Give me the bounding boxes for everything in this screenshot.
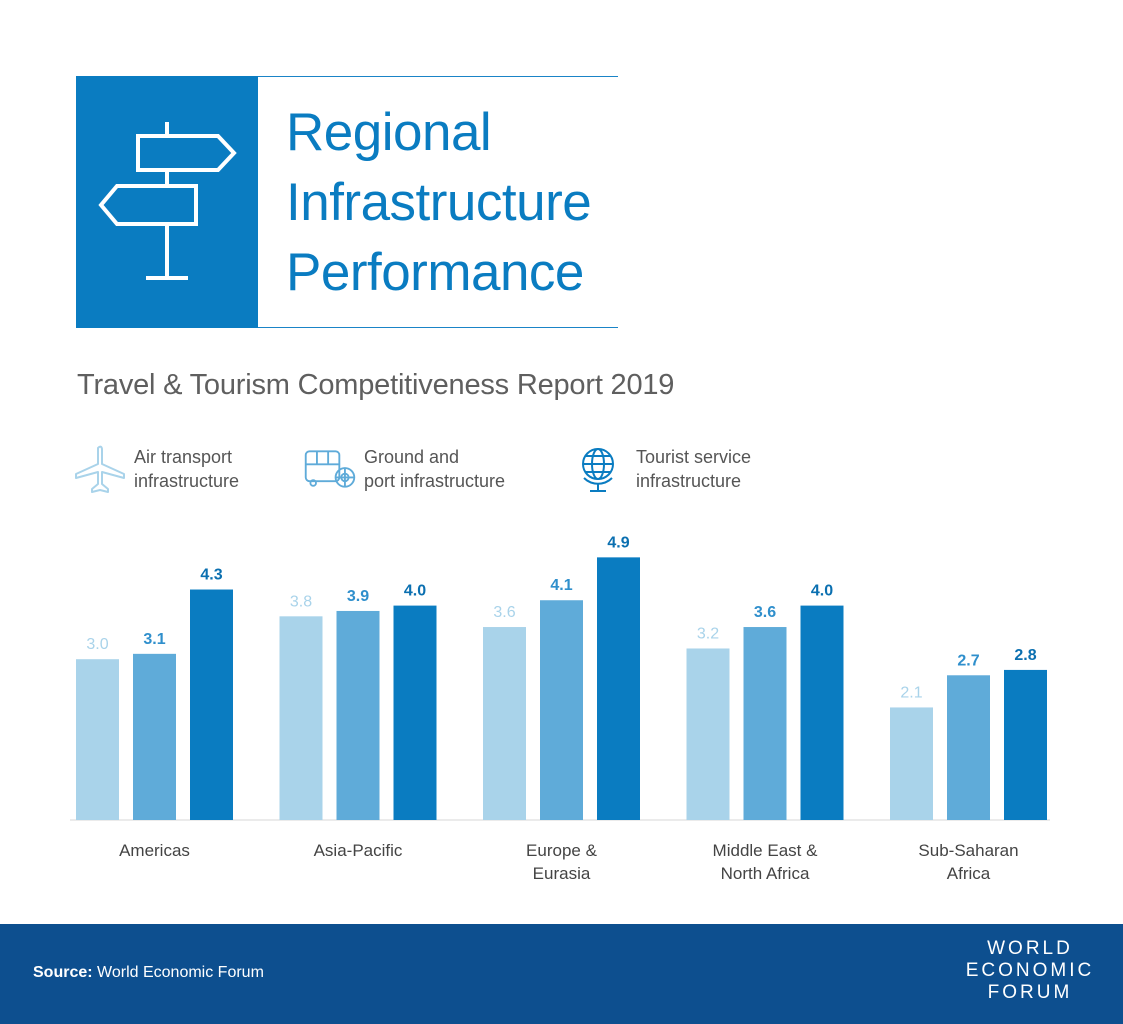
bar-value-label: 4.1	[550, 577, 572, 594]
footer-bar: Source: World Economic Forum WORLD ECONO…	[0, 924, 1123, 1024]
header-bottom-rule	[258, 327, 618, 328]
bar	[279, 616, 323, 820]
bar	[597, 557, 640, 820]
category-label: Sub-Saharan	[918, 841, 1018, 860]
bar	[743, 627, 787, 820]
source-note: Source: World Economic Forum	[33, 964, 264, 982]
bar-value-label: 3.0	[86, 636, 108, 653]
page-title: Regional Infrastructure Performance	[286, 98, 592, 308]
chart-subtitle: Travel & Tourism Competitiveness Report …	[77, 369, 675, 401]
bar-value-label: 3.9	[347, 588, 369, 605]
globe-icon	[582, 448, 614, 492]
bar-value-label: 3.6	[754, 604, 776, 621]
bus-ship-icon	[304, 450, 356, 488]
category-label: Americas	[119, 841, 190, 860]
bar	[947, 675, 990, 820]
title-line-1: Regional	[286, 103, 492, 162]
bar	[483, 627, 526, 820]
bar	[1004, 669, 1047, 820]
logo-line-2: ECONOMIC	[965, 960, 1095, 981]
legend-air-line-1: Air transport	[134, 447, 233, 467]
logo-line-3: FORUM	[987, 982, 1073, 1003]
legend-tourist-line-2: infrastructure	[636, 471, 742, 491]
bar-chart: 3.0 3.1 4.3 Americas 3.8 3.9 4.0 Asia-Pacific 3.…	[70, 534, 1050, 883]
bar-value-label: 2.8	[1014, 647, 1036, 664]
category-label: North Africa	[721, 864, 810, 883]
legend-ground-line-1: Ground and	[364, 447, 460, 467]
bar-value-label: 3.8	[290, 593, 312, 610]
legend-item-air: Air transport infrastructure	[72, 444, 239, 494]
header-block: Regional Infrastructure Performance	[76, 76, 618, 328]
legend-item-ground: Ground and port infrastructure	[302, 444, 505, 494]
title-line-2: Infrastructure	[286, 173, 592, 232]
category-label: Eurasia	[533, 864, 591, 883]
airplane-icon	[75, 445, 125, 493]
title-line-3: Performance	[286, 243, 584, 302]
category-label: Middle East &	[713, 841, 819, 860]
bar-value-label: 4.0	[811, 583, 833, 600]
bar	[393, 605, 437, 820]
icon-panel	[76, 76, 258, 328]
category-label: Europe &	[526, 841, 598, 860]
bar	[190, 589, 233, 820]
category-label: Africa	[947, 864, 991, 883]
signpost-icon	[98, 122, 237, 280]
bar-value-label: 4.0	[404, 583, 426, 600]
bar	[540, 600, 583, 820]
legend-tourist-line-1: Tourist service	[636, 447, 752, 467]
legend-ground-line-2: port infrastructure	[364, 471, 506, 491]
wef-logo: WORLD ECONOMIC FORUM	[960, 938, 1100, 1010]
source-label: Source:	[33, 964, 93, 981]
bar-value-label: 2.1	[900, 684, 922, 701]
header-top-rule	[258, 76, 618, 77]
category-label: Asia-Pacific	[314, 841, 403, 860]
bar	[336, 610, 380, 820]
bar-value-label: 4.3	[200, 567, 222, 584]
bar-value-label: 2.7	[957, 652, 979, 669]
bar	[76, 659, 119, 820]
bar-value-label: 4.9	[607, 534, 629, 551]
bar	[890, 707, 933, 820]
legend-air-line-2: infrastructure	[134, 471, 240, 491]
bar	[686, 648, 730, 820]
source-text: World Economic Forum	[97, 964, 264, 981]
bar-value-label: 3.2	[697, 625, 719, 642]
bar	[133, 653, 176, 820]
legend-item-tourist: Tourist service infrastructure	[574, 444, 751, 494]
bar	[800, 605, 844, 820]
bar-value-label: 3.1	[143, 631, 165, 648]
logo-line-1: WORLD	[987, 938, 1073, 959]
bar-value-label: 3.6	[493, 604, 515, 621]
